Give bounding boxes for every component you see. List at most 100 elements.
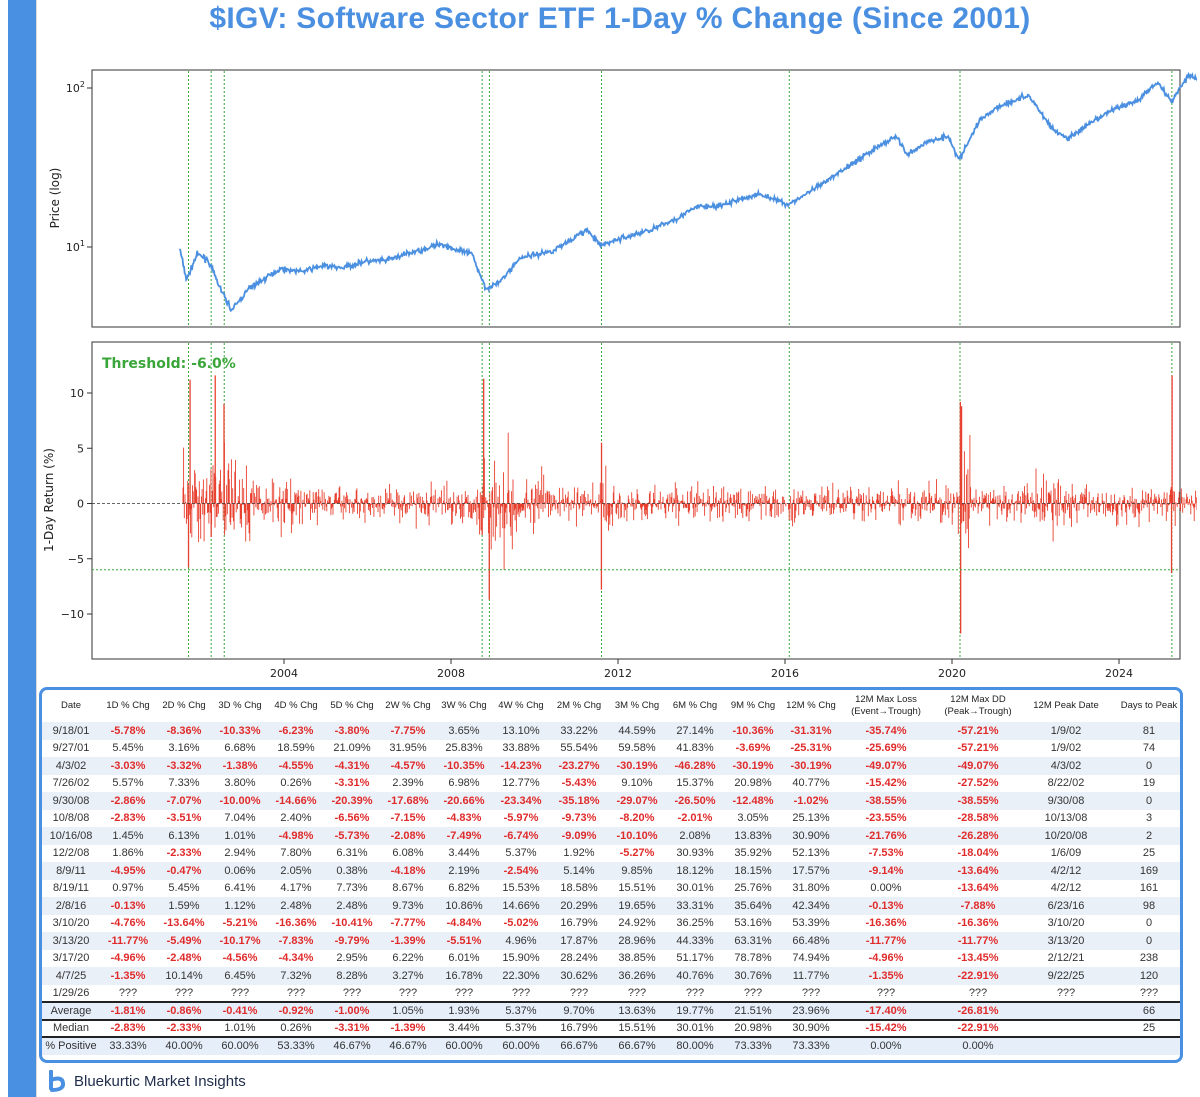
table-cell: ??? (1056, 986, 1076, 999)
table-cell: -12.48% (732, 794, 774, 807)
table-row: 4/3/02 -3.03% -3.32% -1.38% -4.55% -4.31% -4.5… (42, 757, 1180, 775)
table-cell (1108, 1037, 1180, 1055)
table-cell: 7.73% (336, 882, 368, 895)
table-cell: 0.00% (870, 1040, 902, 1053)
table-cell: 6.31% (336, 847, 368, 860)
table-cell: 55.54% (560, 742, 598, 755)
table-cell: 3.65% (448, 724, 480, 737)
table-cell: ??? (342, 986, 362, 999)
table-cell: -2.83% (110, 812, 146, 825)
table-cell: -35.74% (865, 724, 907, 737)
table-cell: 6.01% (448, 952, 480, 965)
table-cell: ??? (685, 986, 705, 999)
price-y-tick-label: 101 (66, 239, 85, 254)
table-cell: -10.36% (732, 724, 774, 737)
price-y-tick-label: 102 (66, 80, 85, 95)
table-cell: 17.57% (792, 864, 830, 877)
returns-x-tick-label: 2024 (1105, 667, 1133, 680)
table-cell: -9.73% (561, 812, 597, 825)
table-cell: 40.00% (165, 1040, 203, 1053)
table-cell: 7.04% (224, 812, 256, 825)
table-cell: 1.05% (392, 1004, 424, 1017)
table-cell: 18.58% (560, 882, 598, 895)
table-header-row: Date 1D % Chg 2D % Chg 3D % Chg 4D % Chg 5D %… (42, 690, 1180, 722)
table-cell: -25.31% (790, 742, 832, 755)
table-cell: 3/13/20 (1047, 934, 1085, 947)
table-cell: -38.55% (865, 794, 907, 807)
table-cell: 1/9/02 (1050, 724, 1082, 737)
table-cell: 8.67% (392, 882, 424, 895)
table-cell: -16.36% (275, 917, 317, 930)
table-cell: ??? (174, 986, 194, 999)
table-cell: 2/8/16 (55, 899, 87, 912)
table-cell: -8.36% (166, 724, 202, 737)
table-cell: -4.84% (446, 917, 482, 930)
table-cell: 10.86% (445, 899, 483, 912)
returns-y-ticks: 10 5 0 −5 −10 (61, 387, 92, 621)
table-cell: -11.77% (957, 934, 999, 947)
table-cell: 53.33% (277, 1040, 315, 1053)
table-cell: 1.01% (224, 1022, 256, 1035)
table-cell: -4.83% (446, 812, 482, 825)
table-cell: 20.98% (734, 777, 772, 790)
table-cell: 28.24% (560, 952, 598, 965)
summary-row: Average -1.81% -0.86% -0.41% -0.92% -1.00% 1.0… (42, 1002, 1180, 1020)
table-cell: -3.03% (110, 759, 146, 772)
table-cell: 44.59% (618, 724, 656, 737)
returns-y-tick-label: 5 (77, 442, 84, 455)
table-cell: -22.91% (957, 969, 999, 982)
table-cell: -0.86% (166, 1004, 202, 1017)
table-cell: -26.50% (674, 794, 716, 807)
table-cell: -6.23% (278, 724, 314, 737)
table-cell: -29.07% (616, 794, 658, 807)
table-cell: -1.38% (222, 759, 258, 772)
table-cell: -30.19% (616, 759, 658, 772)
table-cell: 20.29% (560, 899, 598, 912)
table-cell: 7/26/02 (52, 777, 90, 790)
table-cell: 2.19% (448, 864, 480, 877)
table-cell (1024, 1037, 1108, 1055)
table-cell: 9.85% (621, 864, 653, 877)
table-cell: -23.34% (500, 794, 542, 807)
table-cell: 30.90% (792, 829, 830, 842)
brand-logo-icon (49, 1070, 66, 1092)
table-cell: 44.33% (676, 934, 714, 947)
table-cell: -10.10% (616, 829, 658, 842)
column-header: 2W % Chg (385, 700, 431, 711)
table-cell: 10/8/08 (52, 812, 90, 825)
table-cell: -0.13% (110, 899, 146, 912)
table-cell: 3/17/20 (52, 952, 90, 965)
table-cell: 9/22/25 (1047, 969, 1085, 982)
column-header: 12M Max DD (Peak→Trough) (944, 694, 1012, 717)
table-cell: -0.92% (278, 1004, 314, 1017)
table-cell: 9.73% (392, 899, 424, 912)
table-cell: -38.55% (957, 794, 999, 807)
table-cell: 14.66% (502, 899, 540, 912)
table-cell: -3.31% (334, 777, 370, 790)
column-header: 12M % Chg (786, 700, 836, 711)
column-header: 3W % Chg (441, 700, 487, 711)
table-cell: 0.38% (336, 864, 368, 877)
table-cell: 1/9/02 (1050, 742, 1082, 755)
table-cell: 6.98% (448, 777, 480, 790)
table-cell: -15.42% (865, 777, 907, 790)
table-cell: -49.07% (865, 759, 907, 772)
table-cell: 8/9/11 (56, 864, 86, 877)
table-cell: 4.17% (280, 882, 312, 895)
table-row: 9/30/08 -2.86% -7.07% -10.00% -14.66% -20.39%… (42, 792, 1180, 810)
table-cell: -7.49% (446, 829, 482, 842)
table-cell: 9/27/01 (52, 742, 90, 755)
table-cell: -9.09% (561, 829, 597, 842)
table-cell: ??? (398, 986, 418, 999)
table-cell: -5.51% (446, 934, 482, 947)
table-cell: 25.13% (792, 812, 830, 825)
table-cell: 59.58% (618, 742, 656, 755)
table-cell: -10.00% (219, 794, 261, 807)
table-cell: 40.77% (792, 777, 830, 790)
table-cell: 60.00% (502, 1040, 540, 1053)
table-cell: 3.05% (737, 812, 769, 825)
table-cell: -10.41% (331, 917, 373, 930)
table-cell: 41.83% (676, 742, 714, 755)
table-cell: 1.01% (224, 829, 256, 842)
table-cell: -4.55% (278, 759, 314, 772)
